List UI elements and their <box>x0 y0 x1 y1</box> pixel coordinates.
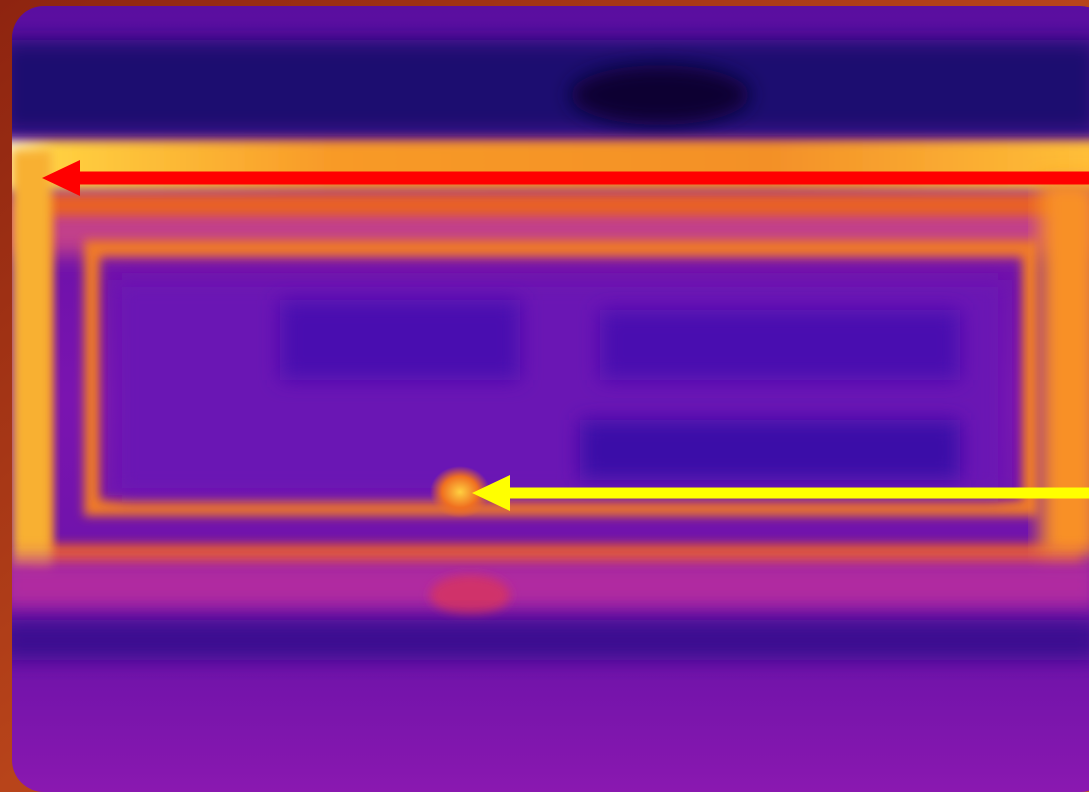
hot-left-edge <box>12 150 52 570</box>
page: (() => { const data = JSON.parse(documen… <box>0 0 1089 792</box>
pane-cool-area <box>280 300 520 380</box>
hot-right-edge <box>1040 180 1089 560</box>
thermal-image <box>0 6 1089 792</box>
warm-sill <box>0 560 1089 610</box>
pane-cool-area <box>600 310 960 380</box>
warm-patch <box>430 575 510 615</box>
thermal-screenshot <box>0 0 1089 792</box>
cold-lower-band <box>0 620 1089 660</box>
cold-spot <box>570 65 750 125</box>
pane-cool-area <box>580 420 960 480</box>
cold-top-band <box>0 40 1089 135</box>
